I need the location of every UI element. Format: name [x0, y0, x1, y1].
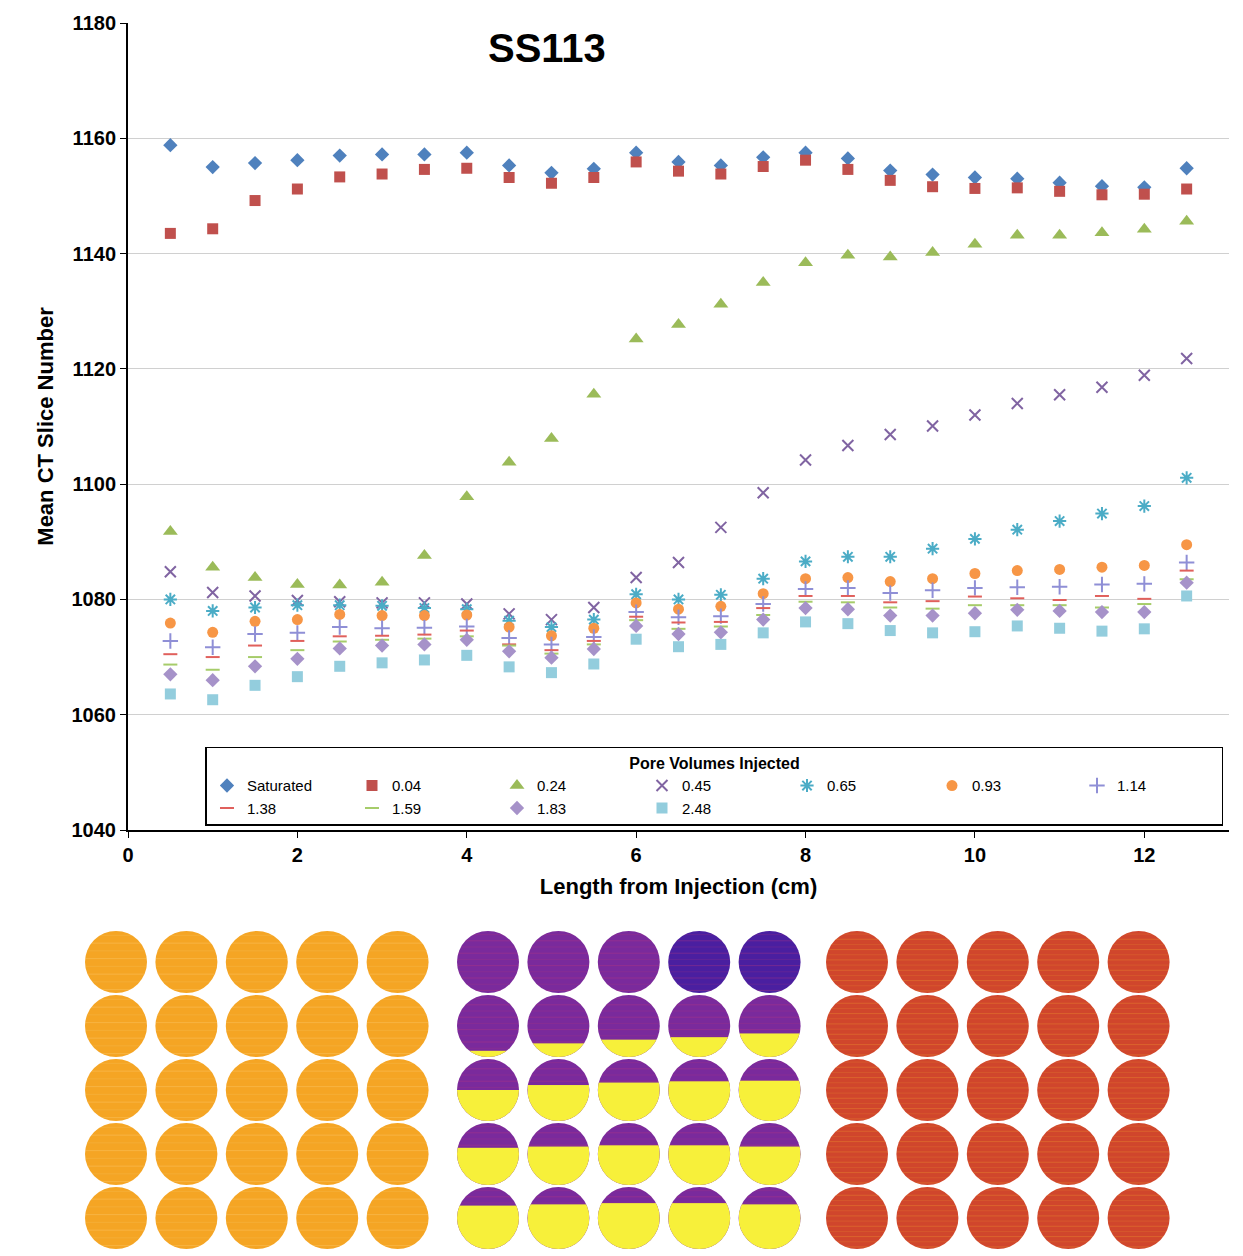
svg-text:1100: 1100	[73, 473, 116, 495]
svg-text:1040: 1040	[72, 819, 117, 841]
svg-text:8: 8	[800, 844, 811, 866]
svg-text:1.83: 1.83	[537, 800, 566, 817]
svg-text:0.93: 0.93	[972, 777, 1001, 794]
svg-text:1140: 1140	[73, 243, 116, 265]
svg-text:1160: 1160	[73, 127, 116, 149]
svg-text:1080: 1080	[72, 588, 117, 610]
svg-text:1120: 1120	[73, 358, 116, 380]
svg-text:0.45: 0.45	[682, 777, 711, 794]
svg-text:Length from Injection (cm): Length from Injection (cm)	[540, 874, 817, 899]
svg-text:1.38: 1.38	[247, 800, 276, 817]
svg-text:12: 12	[1133, 844, 1155, 866]
svg-text:2: 2	[292, 844, 303, 866]
svg-text:0.04: 0.04	[392, 777, 421, 794]
svg-text:Mean CT Slice Number: Mean CT Slice Number	[33, 307, 58, 546]
svg-text:0.65: 0.65	[827, 777, 856, 794]
svg-text:2.48: 2.48	[682, 800, 711, 817]
svg-text:1.14: 1.14	[1117, 777, 1146, 794]
svg-text:Saturated: Saturated	[247, 777, 312, 794]
svg-text:Pore Volumes Injected: Pore Volumes Injected	[629, 755, 799, 772]
svg-text:1.59: 1.59	[392, 800, 421, 817]
svg-text:6: 6	[631, 844, 642, 866]
svg-text:0: 0	[122, 844, 133, 866]
svg-text:1180: 1180	[73, 12, 116, 34]
svg-text:SS113: SS113	[488, 26, 606, 70]
svg-text:4: 4	[461, 844, 473, 866]
svg-text:10: 10	[964, 844, 986, 866]
svg-text:1060: 1060	[72, 704, 117, 726]
svg-text:0.24: 0.24	[537, 777, 566, 794]
